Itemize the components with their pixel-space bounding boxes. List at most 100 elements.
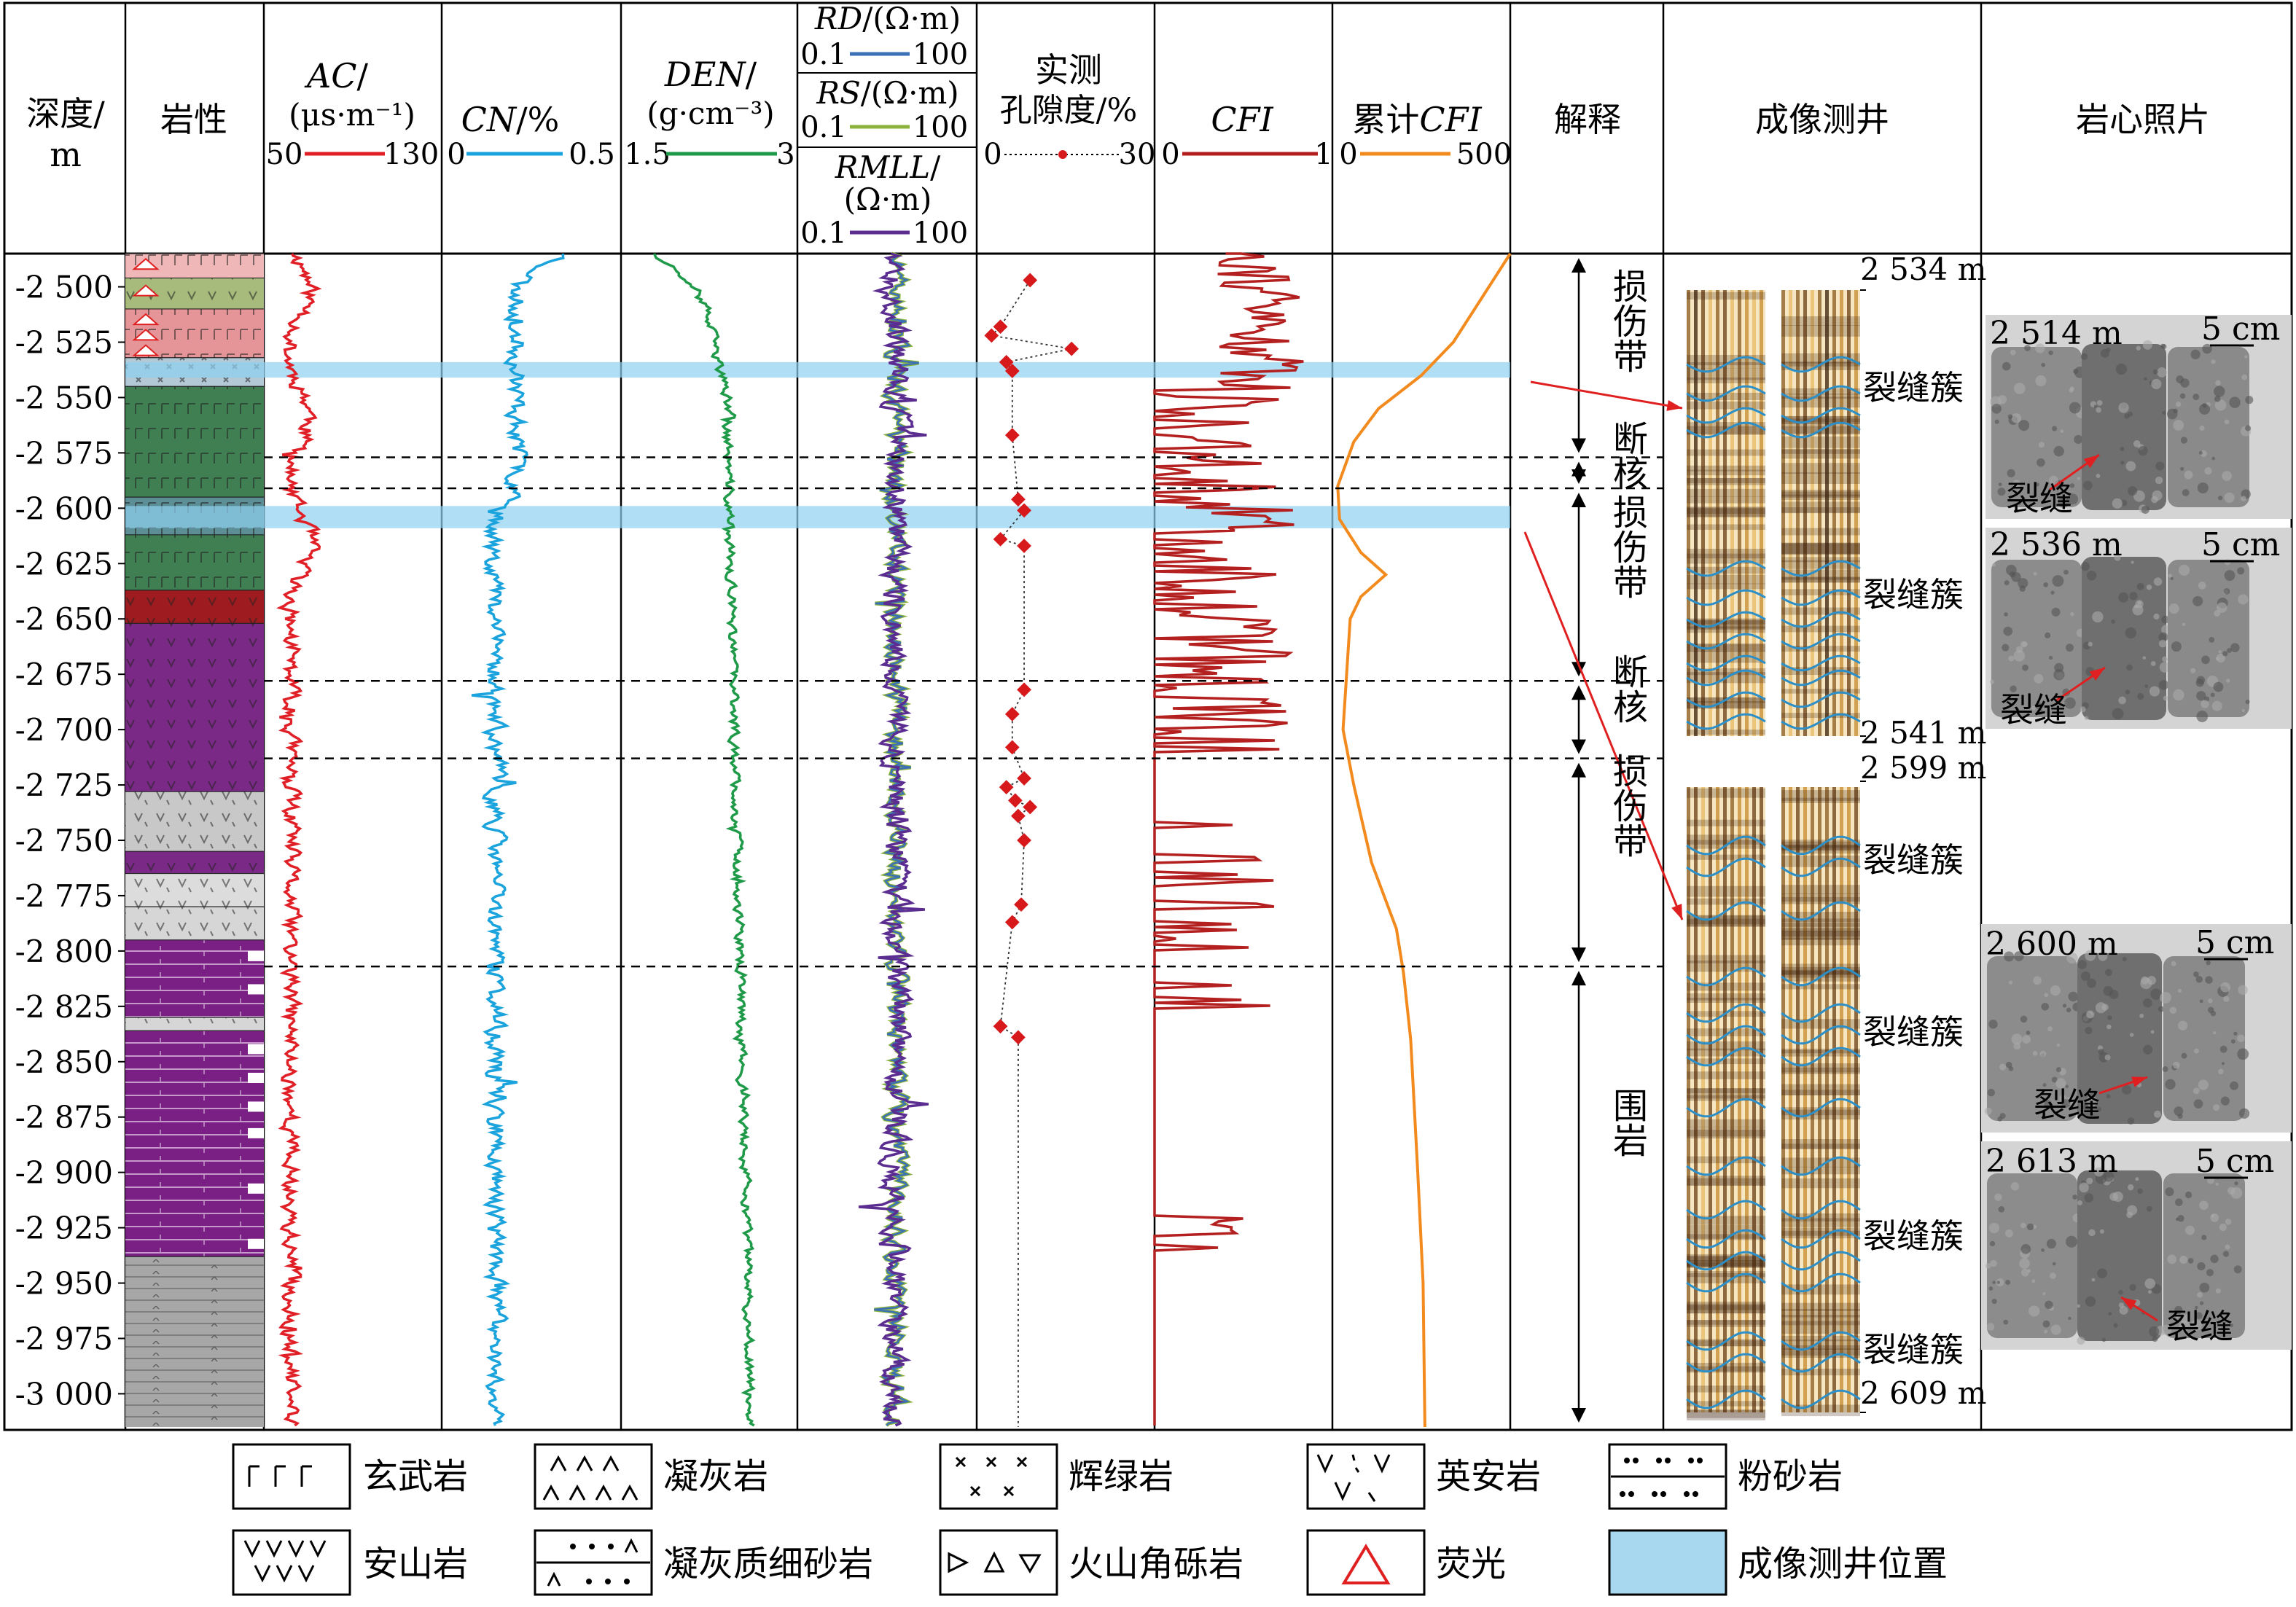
log-curves — [276, 251, 1512, 1428]
fracture-sinusoid-b-7 — [1781, 633, 1861, 650]
imaging-panel-lower-left-band — [1687, 1305, 1765, 1313]
fracture-cluster-label-4: 裂缝簇 — [1863, 1012, 1964, 1052]
core-photo-3-grain — [2237, 1034, 2245, 1043]
core-photo-2-grain — [2158, 639, 2167, 648]
legend-swatch-diabase — [939, 1443, 1058, 1510]
lithology-notch-2 — [248, 1044, 264, 1055]
imaging-panel-upper-left-band — [1687, 730, 1765, 735]
core-photo-2-grain — [2037, 708, 2043, 716]
imaging-panel-lower-left-band — [1687, 1126, 1765, 1137]
imaging-panel-lower-left-band — [1687, 915, 1765, 927]
porosity-point-18 — [1011, 808, 1026, 824]
lithology-notch-1 — [248, 984, 264, 995]
imaging-panel-upper-right-band — [1781, 325, 1860, 337]
core-photo-1-grain — [2080, 353, 2088, 360]
core-photo-3-grain — [2153, 1110, 2162, 1118]
core-photo-1-grain — [2018, 420, 2030, 431]
imaging-panel-lower-right-band — [1781, 1049, 1860, 1057]
imaging-panel-lower-right-band — [1781, 1335, 1860, 1342]
core-photo-3-grain — [2106, 1094, 2111, 1099]
imaging-panel-lower-left-band — [1687, 1178, 1765, 1186]
core-photo-2-grain — [2053, 669, 2065, 681]
core-photo-2-grain — [2004, 612, 2008, 617]
core-photo-3-grain — [2122, 956, 2127, 961]
imaging-panel-upper-left-band — [1687, 508, 1765, 517]
imaging-panel-upper-right-band — [1781, 557, 1860, 563]
core-photo-2-grain — [2237, 567, 2245, 575]
imaging-panel-upper-right-band — [1781, 316, 1860, 326]
fracture-sinusoid-d-9 — [1781, 1200, 1861, 1220]
cfi-title: CFI — [1211, 100, 1273, 139]
imaging-panel-lower-right-band — [1781, 1107, 1860, 1116]
core-photo-4-grain — [2085, 1296, 2096, 1307]
core-photo-4-grain — [2152, 1336, 2158, 1342]
imaging-panel-upper-right-stripe — [1803, 290, 1807, 736]
core-photo-3-grain — [2068, 991, 2079, 1002]
core-photo-1-scale: 5 cm — [2201, 310, 2280, 348]
core-photo-1-cylinder — [2082, 344, 2166, 510]
fluorescence-icon — [1341, 1544, 1391, 1584]
imaging-panel-upper-right-band — [1781, 394, 1860, 399]
porosity-max: 30 — [1119, 138, 1156, 171]
core-photo-2-grain — [2158, 632, 2168, 642]
imaging-panel-upper-right-band — [1781, 625, 1860, 633]
imaging-panel-lower-right-band — [1781, 790, 1860, 801]
lithology-notch-4 — [248, 1101, 264, 1112]
core-photo-1-grain — [2214, 399, 2227, 411]
core-photo-1-grain — [2096, 400, 2103, 406]
lithology-pattern-12 — [125, 907, 264, 940]
imaging-depth-brackets — [1860, 289, 1866, 1413]
core-photo-2-grain — [2070, 612, 2074, 617]
core-photo-4-grain — [2046, 1238, 2056, 1249]
fracture-sinusoid-b-4 — [1781, 560, 1861, 577]
fracture-sinusoid-d-3 — [1781, 966, 1861, 987]
andesite-icon — [243, 1540, 327, 1583]
imaging-panel-lower-left-band — [1687, 1262, 1765, 1268]
fracture-sinusoid-b-0 — [1781, 356, 1861, 373]
core-photo-3-grain — [2143, 998, 2152, 1008]
lithology-pattern-10 — [125, 851, 264, 874]
imaging-panel-lower-right-band — [1781, 1308, 1860, 1318]
core-photo-3-grain — [2107, 1015, 2112, 1020]
core-photo-1-grain — [2035, 482, 2039, 487]
fracture-cluster-label-3: 裂缝簇 — [1863, 840, 1964, 880]
core-photo-1-grain — [1994, 419, 1999, 424]
cumcfi-max: 500 — [1456, 138, 1512, 171]
depth-tick-label-8: -2 700 — [15, 712, 113, 748]
core-photo-4-grain — [1986, 1323, 1995, 1331]
zone-label-damage-2: 损伤带 — [1606, 494, 1648, 599]
imaging-panel-lower-left-band — [1687, 1320, 1765, 1325]
core-photo-3-grain — [2039, 1050, 2047, 1057]
porosity-point-2 — [984, 328, 999, 343]
depth-tick-label-2: -2 550 — [15, 380, 113, 415]
porosity-point-23 — [1011, 1030, 1026, 1045]
depth-tick-label-1: -2 525 — [15, 325, 113, 361]
imaging-panel-lower-left-band — [1687, 819, 1765, 826]
core-photo-2-grain — [2080, 706, 2086, 713]
core-photo-2-grain — [2043, 582, 2048, 587]
core-photo-2-grain — [2230, 643, 2240, 652]
cn-min: 0 — [447, 138, 465, 171]
core-photo-1-grain — [2151, 378, 2162, 390]
imaging-panel-lower-left-band — [1687, 1273, 1765, 1283]
core-photo-1-grain — [2067, 493, 2079, 505]
imaging-panel-lower-right-stripe — [1803, 787, 1807, 1412]
imaging-panel-lower-right-band — [1781, 931, 1860, 940]
core-photo-4-grain — [2086, 1177, 2093, 1184]
core-photo-1-grain — [2180, 437, 2188, 444]
core-photo-3-grain — [2169, 1006, 2177, 1014]
fracture-sinusoid-d-10 — [1781, 1229, 1861, 1249]
core-photo-2-grain — [2222, 651, 2228, 657]
core-photo-4-grain — [2021, 1268, 2029, 1277]
core-photo-4-grain — [2206, 1269, 2214, 1277]
core-photo-4-grain — [2042, 1292, 2046, 1296]
imaging-panel-upper-right-stripe — [1789, 290, 1792, 736]
imaging-panel-lower-left-stripe — [1687, 787, 1690, 1412]
core-photo-3-grain — [2220, 982, 2230, 993]
imaging-panel-upper-right-band — [1781, 646, 1860, 652]
core-photo-3-grain — [2047, 1026, 2053, 1032]
imaging-panel-upper-left-band — [1687, 422, 1765, 429]
imaging-panel-lower-right-band — [1781, 984, 1860, 990]
depth-tick-label-10: -2 750 — [15, 823, 113, 859]
imaging-panel-upper-left-stripe — [1730, 290, 1734, 736]
